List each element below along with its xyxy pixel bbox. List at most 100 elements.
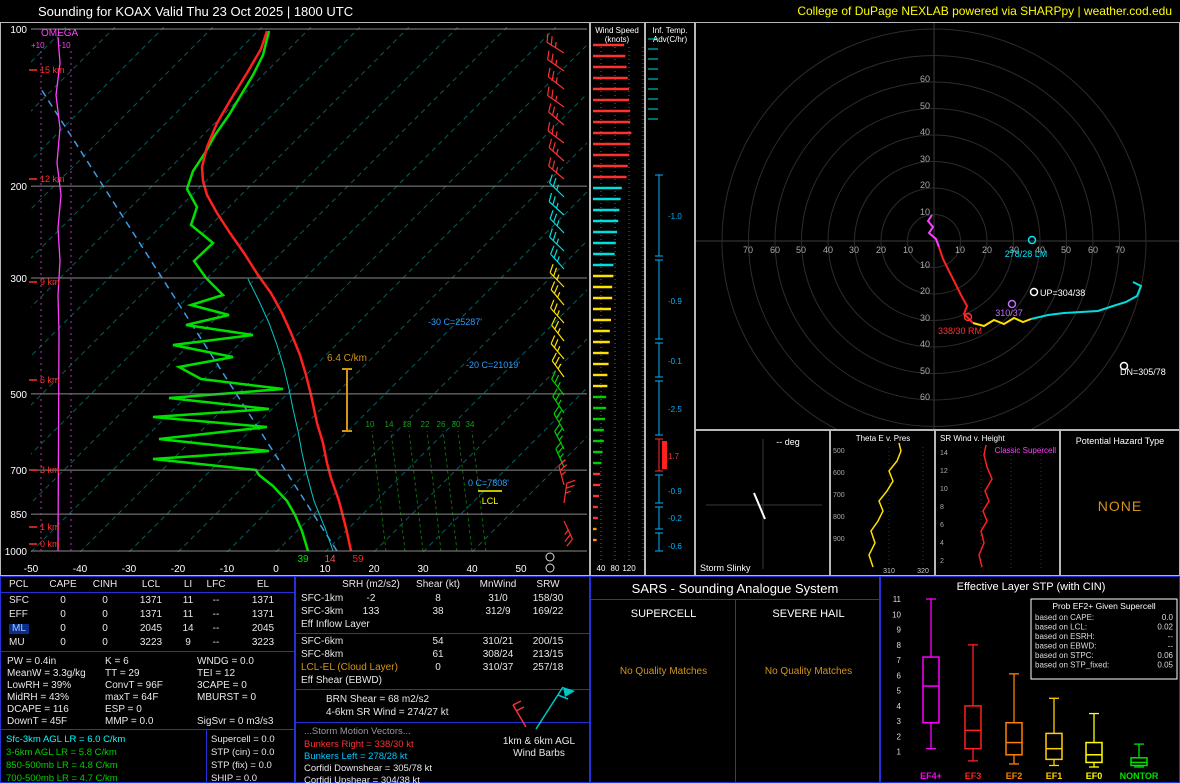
lapse-rate-value: Sfc-3km AGL LR = 6.0 C/km (6, 734, 126, 745)
wind-barb (549, 174, 565, 198)
line (553, 285, 559, 294)
line (549, 228, 553, 238)
line (554, 320, 560, 330)
wind-barb (550, 335, 565, 360)
line (551, 160, 556, 170)
line (558, 459, 566, 467)
line (547, 59, 565, 72)
line (547, 86, 550, 96)
sr-wind-profile: SR Wind v. Height Classic Supercell 14 12 10… (940, 434, 1056, 569)
credit-link[interactable]: College of DuPage NEXLAB powered via SHA… (797, 4, 1172, 18)
wind-speed-profile: Wind Speed(knots) 40 80 120 (593, 26, 644, 573)
thermo-value: WNDG = 0.0 (197, 656, 254, 667)
thermo-value: K = 6 (105, 656, 129, 667)
kin-row-label: Eff Inflow Layer (301, 619, 370, 630)
wind-barb (552, 388, 565, 414)
thetae-x-label: 320 (917, 568, 929, 575)
line (558, 417, 563, 423)
line (550, 289, 565, 306)
hodo-axis-label: 20 (920, 286, 930, 296)
kin-cell: 213/15 (532, 649, 564, 660)
line (555, 166, 559, 173)
isotherm-line (177, 142, 587, 552)
hodo-ring (827, 134, 1041, 348)
lapse-rate-value: 850-500mb LR = 4.8 C/km (6, 760, 118, 771)
height-label: 0 km (40, 539, 60, 549)
mixing-ratio-line (457, 430, 473, 552)
theta-e-profile: Theta E v. Pres 500 600 700 800 900 310 320 (833, 434, 929, 575)
line (549, 174, 553, 184)
wind-barb (550, 245, 565, 270)
hodo-axis-label: 20 (982, 245, 992, 255)
stp-legend-value: 0.06 (1157, 651, 1173, 660)
hodo-axis-label: 50 (920, 366, 930, 376)
kin-cell: 169/22 (532, 606, 564, 617)
skewt-annotation: 0 C=7808' (468, 478, 509, 488)
slinky-deg-label: -- deg (776, 437, 800, 447)
surface-value-label: 39 (297, 554, 309, 565)
hazard-value: NONE (1097, 498, 1143, 514)
isotherm-line (31, 27, 312, 308)
kin-cell: 8 (435, 593, 441, 604)
wind-barb (554, 423, 565, 450)
thetae-pressure-label: 600 (833, 470, 845, 477)
srwind-height-label: 14 (940, 450, 948, 457)
line (556, 310, 560, 316)
hodo-ring (854, 161, 1014, 321)
sars-title: SARS - Sounding Analogue System (631, 581, 839, 596)
skewt-annotation: LCL (482, 496, 499, 506)
mixing-ratio-label: 10 (366, 420, 375, 429)
sr-wind-4-6km-value: 4-6km SR Wind = 274/27 kt (326, 707, 449, 718)
line (554, 374, 560, 384)
pcl-cell: 0 (60, 609, 66, 620)
pressure-tick-label: 300 (10, 274, 27, 285)
line (555, 392, 561, 401)
stp-legend-value: 0.02 (1157, 623, 1173, 632)
kin-cell: 310/37 (482, 662, 514, 673)
line (555, 131, 558, 138)
stp-category-label: EF0 (1086, 771, 1103, 781)
temp-tick-label: 10 (319, 564, 331, 575)
brn-shear-value: BRN Shear = 68 m2/s2 (326, 694, 430, 705)
srwind-height-label: 6 (940, 522, 944, 529)
kin-cell: 38 (432, 606, 444, 617)
temp-tick-label: -20 (171, 564, 186, 575)
hodo-axis-label: 40 (920, 127, 930, 137)
stp-y-tick: 5 (897, 687, 902, 696)
stp-legend-label: based on CAPE: (1035, 613, 1094, 622)
line (548, 192, 553, 202)
thetae-pressure-label: 900 (833, 536, 845, 543)
isotherm-line (226, 191, 587, 552)
hodo-axis-label: 10 (955, 245, 965, 255)
divider (1, 729, 294, 730)
thetae-title: Theta E v. Pres (856, 434, 911, 443)
line (550, 36, 553, 46)
hodo-axis-label: 10 (920, 260, 930, 270)
temp-tick-label: 30 (417, 564, 429, 575)
hodograph-trace (972, 316, 1032, 328)
isotherm-line (31, 27, 459, 455)
line (548, 201, 565, 216)
line (555, 148, 559, 155)
pcl-row-label: MU (9, 637, 25, 648)
stp-box (1045, 732, 1063, 761)
stp-box (964, 705, 982, 750)
omega-plus-label: +10 (31, 41, 45, 50)
stp-category-label: EF2 (1006, 771, 1023, 781)
kin-cell: 310/21 (482, 636, 514, 647)
pressure-tick-label: 700 (10, 466, 27, 477)
line (563, 520, 573, 540)
calm-wind-circle (545, 563, 555, 573)
line (556, 238, 560, 245)
hodo-ring (880, 187, 988, 295)
line (550, 299, 555, 309)
line (555, 410, 562, 419)
wind-barb (547, 67, 565, 90)
line (553, 339, 559, 348)
skewt-panel: 100 200 300 500 700 850 1000 -50 -40 -30 -20 -10 0 10… (0, 22, 590, 576)
hodo-ring (801, 108, 1067, 374)
hodograph-trace (1030, 281, 1143, 320)
hodo-axis-label: 30 (920, 154, 930, 164)
thermo-value: 3CAPE = 0 (197, 680, 247, 691)
hodo-axis-label: 40 (920, 339, 930, 349)
